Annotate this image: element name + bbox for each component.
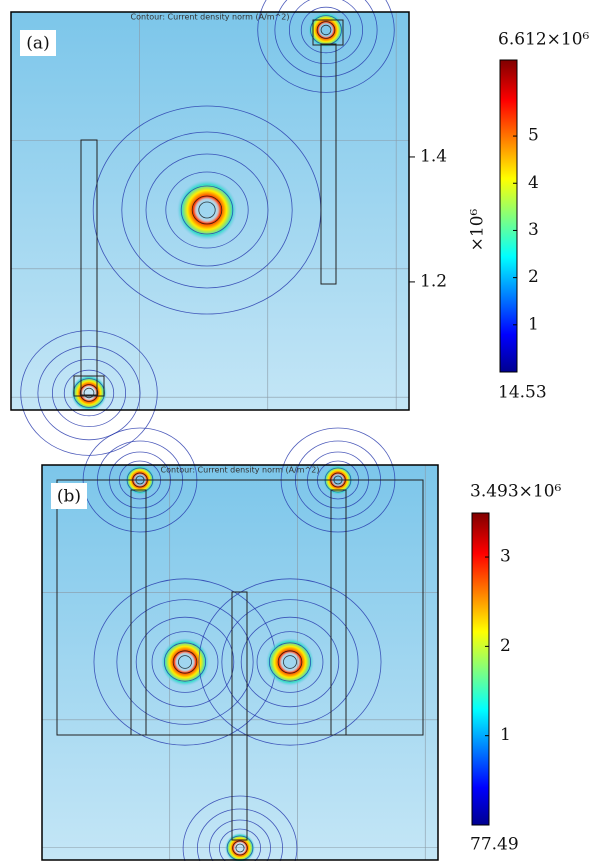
colorbar-tick-label: 2 (500, 636, 511, 656)
contour-line (20, 330, 158, 456)
contour-line (182, 795, 298, 861)
y-multiplier: ×10⁶ (468, 208, 488, 251)
colorbar-tick-label: 3 (528, 220, 539, 240)
panel-label: (b) (57, 487, 81, 507)
colorbar (499, 59, 518, 373)
contour-line (221, 599, 359, 725)
contour-line (37, 345, 141, 441)
contour-line (256, 631, 324, 693)
contour-line (52, 358, 126, 427)
contour-line (163, 642, 207, 682)
hotspot (266, 638, 314, 686)
contour-line (116, 599, 254, 725)
panel-label-bg (51, 483, 87, 509)
colorbar-max-label: 3.493×10⁶ (470, 482, 562, 502)
contour-line (79, 384, 99, 402)
hotspot (161, 638, 209, 686)
colorbar-tick-label: 2 (528, 267, 539, 287)
contour-line (240, 616, 340, 708)
contour-line (191, 195, 223, 225)
y-tick-label: 1.2 (420, 271, 447, 291)
colorbar-tick-label: 3 (500, 547, 511, 567)
panel-label-bg (20, 30, 56, 56)
colorbar-tick-label: 1 (500, 725, 511, 745)
contour-line (300, 6, 352, 54)
electrode (231, 591, 248, 841)
colorbar (471, 512, 490, 826)
panel-label: (a) (26, 34, 49, 54)
colorbar-tick-label: 4 (528, 173, 539, 193)
contour-line (268, 642, 312, 682)
contour-line (316, 21, 336, 39)
colorbar-tick-label: 5 (528, 126, 539, 146)
contour-line (209, 819, 271, 861)
contour-line (135, 616, 235, 708)
electrode (73, 375, 105, 397)
contour-line (320, 24, 332, 36)
contour-line (121, 131, 293, 289)
contour-line (197, 808, 283, 861)
contour-line (63, 369, 115, 417)
electrode (80, 139, 98, 396)
contour-plot (42, 427, 438, 861)
contour-line (289, 0, 363, 64)
plot-frame (10, 11, 410, 411)
contour-line (198, 578, 382, 746)
colorbar-max-label: 6.612×10⁶ (498, 30, 590, 50)
y-tick-label: 1.4 (420, 146, 447, 166)
contour-line (274, 0, 378, 78)
contour-line (151, 631, 219, 693)
contour-line (145, 153, 269, 267)
plot-title: Contour: Current density norm (A/m^2) (131, 13, 290, 22)
colorbar-tick-label: 1 (528, 314, 539, 334)
plot-title: Contour: Current density norm (A/m^2) (161, 466, 320, 475)
contour-line (198, 201, 216, 219)
contour-line (257, 0, 395, 93)
contour-line (232, 840, 248, 856)
contour-plot (11, 0, 409, 456)
contour-line (83, 387, 95, 399)
colorbar-min-label: 77.49 (470, 835, 519, 855)
contour-line (172, 650, 198, 674)
contour-line (165, 171, 249, 249)
electrode (56, 479, 424, 736)
hotspot (177, 180, 237, 240)
electrode (320, 43, 337, 285)
hotspot (71, 375, 107, 411)
plot-frame (41, 464, 439, 861)
contour-line (235, 843, 245, 853)
hotspot (308, 12, 344, 48)
plot-background (42, 465, 438, 860)
contour-line (178, 655, 192, 669)
contour-line (180, 185, 234, 235)
contour-line (219, 828, 261, 861)
electrode (312, 19, 344, 46)
colorbar-min-label: 14.53 (498, 383, 547, 403)
contour-line (277, 650, 303, 674)
contour-line (283, 655, 297, 669)
